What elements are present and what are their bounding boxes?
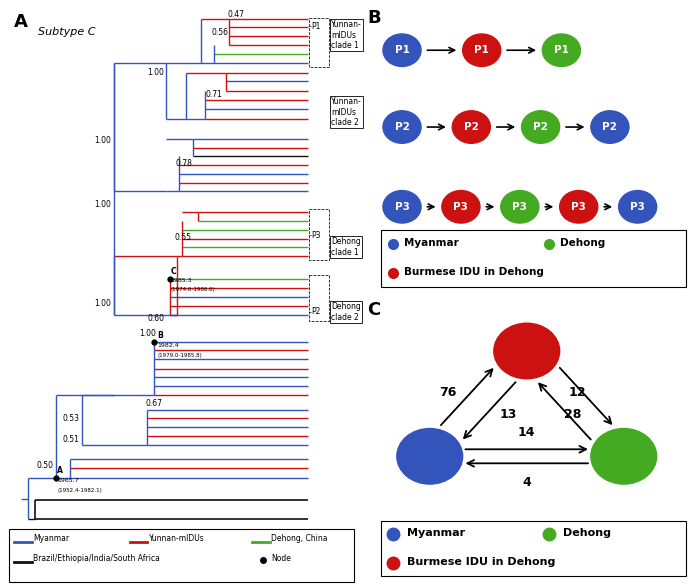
Text: Yunnan-
mIDUs
clade 1: Yunnan- mIDUs clade 1: [330, 20, 361, 50]
FancyBboxPatch shape: [8, 529, 354, 582]
Text: 8.0: 8.0: [61, 557, 76, 567]
Circle shape: [500, 191, 539, 223]
Text: Dehong: Dehong: [563, 528, 611, 538]
Text: Myanmar: Myanmar: [407, 528, 466, 538]
Text: C: C: [171, 267, 176, 276]
Text: P3: P3: [312, 230, 321, 240]
Text: 1.00: 1.00: [147, 68, 164, 77]
Text: 12: 12: [569, 386, 587, 400]
Text: 1.00: 1.00: [94, 200, 111, 209]
Text: Yunnan-mIDUs: Yunnan-mIDUs: [148, 534, 204, 543]
Circle shape: [397, 428, 463, 484]
Text: P2: P2: [395, 122, 409, 132]
Text: 0.78: 0.78: [175, 159, 192, 168]
Circle shape: [542, 34, 580, 67]
Text: 76: 76: [440, 386, 456, 400]
Text: B: B: [368, 9, 381, 27]
Text: Yunnan-
mIDUs
clade 2: Yunnan- mIDUs clade 2: [330, 98, 361, 127]
Circle shape: [463, 34, 500, 67]
Text: Burmese IDU in Dehong: Burmese IDU in Dehong: [407, 557, 556, 567]
FancyBboxPatch shape: [382, 230, 686, 287]
Text: 1.00: 1.00: [139, 329, 155, 338]
Text: P1: P1: [395, 45, 409, 55]
Text: Dehong
clade 1: Dehong clade 1: [330, 237, 360, 257]
Text: P2: P2: [603, 122, 617, 132]
Text: (1952.4-1982.1): (1952.4-1982.1): [57, 488, 102, 493]
Text: Myanmar: Myanmar: [404, 238, 458, 247]
Text: Dehong
clade 2: Dehong clade 2: [330, 302, 360, 322]
Text: P3: P3: [512, 202, 527, 212]
Circle shape: [452, 111, 491, 143]
Text: 0.53: 0.53: [63, 414, 80, 423]
Circle shape: [494, 323, 560, 379]
Text: 0.60: 0.60: [148, 314, 164, 324]
Text: P3: P3: [395, 202, 409, 212]
Text: 0.71: 0.71: [206, 90, 223, 99]
Text: 0.56: 0.56: [211, 28, 228, 37]
Text: Dehong, China: Dehong, China: [272, 534, 328, 543]
Text: Subtype C: Subtype C: [38, 27, 96, 37]
Text: 0.51: 0.51: [63, 435, 80, 445]
Text: A: A: [14, 13, 28, 31]
Text: (1974.6-1986.6): (1974.6-1986.6): [171, 287, 216, 292]
Circle shape: [522, 111, 560, 143]
Text: 1965.7: 1965.7: [57, 479, 78, 483]
Text: P2: P2: [533, 122, 548, 132]
Text: 1.00: 1.00: [94, 136, 111, 145]
Circle shape: [560, 191, 598, 223]
Text: 1982.4: 1982.4: [158, 343, 179, 348]
Text: P1: P1: [554, 45, 569, 55]
Text: 28: 28: [564, 408, 582, 421]
Text: Node: Node: [272, 554, 291, 563]
Text: P1: P1: [475, 45, 489, 55]
Text: C: C: [368, 301, 381, 319]
Circle shape: [442, 191, 480, 223]
Text: Brazil/Ethiopia/India/South Africa: Brazil/Ethiopia/India/South Africa: [34, 554, 160, 563]
Text: 0.55: 0.55: [175, 233, 192, 242]
Text: 14: 14: [518, 426, 536, 439]
Text: A: A: [57, 466, 63, 476]
Text: Myanmar: Myanmar: [34, 534, 69, 543]
Circle shape: [383, 111, 421, 143]
Text: Burmese IDU in Dehong: Burmese IDU in Dehong: [404, 267, 544, 277]
Text: P2: P2: [464, 122, 479, 132]
Text: P1: P1: [312, 22, 321, 31]
Text: P3: P3: [630, 202, 645, 212]
Circle shape: [591, 428, 657, 484]
Text: 0.47: 0.47: [228, 10, 244, 19]
Text: 1985.3: 1985.3: [171, 278, 192, 283]
Text: P3: P3: [571, 202, 586, 212]
Text: P2: P2: [312, 307, 321, 316]
Text: 4: 4: [522, 476, 531, 490]
Circle shape: [591, 111, 629, 143]
Text: B: B: [158, 331, 163, 340]
Text: (1979.0-1985.8): (1979.0-1985.8): [158, 353, 202, 357]
Circle shape: [383, 191, 421, 223]
Text: P3: P3: [454, 202, 468, 212]
Text: Dehong: Dehong: [560, 238, 605, 247]
Text: 0.50: 0.50: [36, 460, 54, 470]
Text: 0.67: 0.67: [146, 399, 162, 408]
Circle shape: [619, 191, 657, 223]
Text: 1.00: 1.00: [94, 298, 111, 308]
Circle shape: [383, 34, 421, 67]
Text: 13: 13: [500, 408, 517, 421]
FancyBboxPatch shape: [382, 521, 686, 576]
